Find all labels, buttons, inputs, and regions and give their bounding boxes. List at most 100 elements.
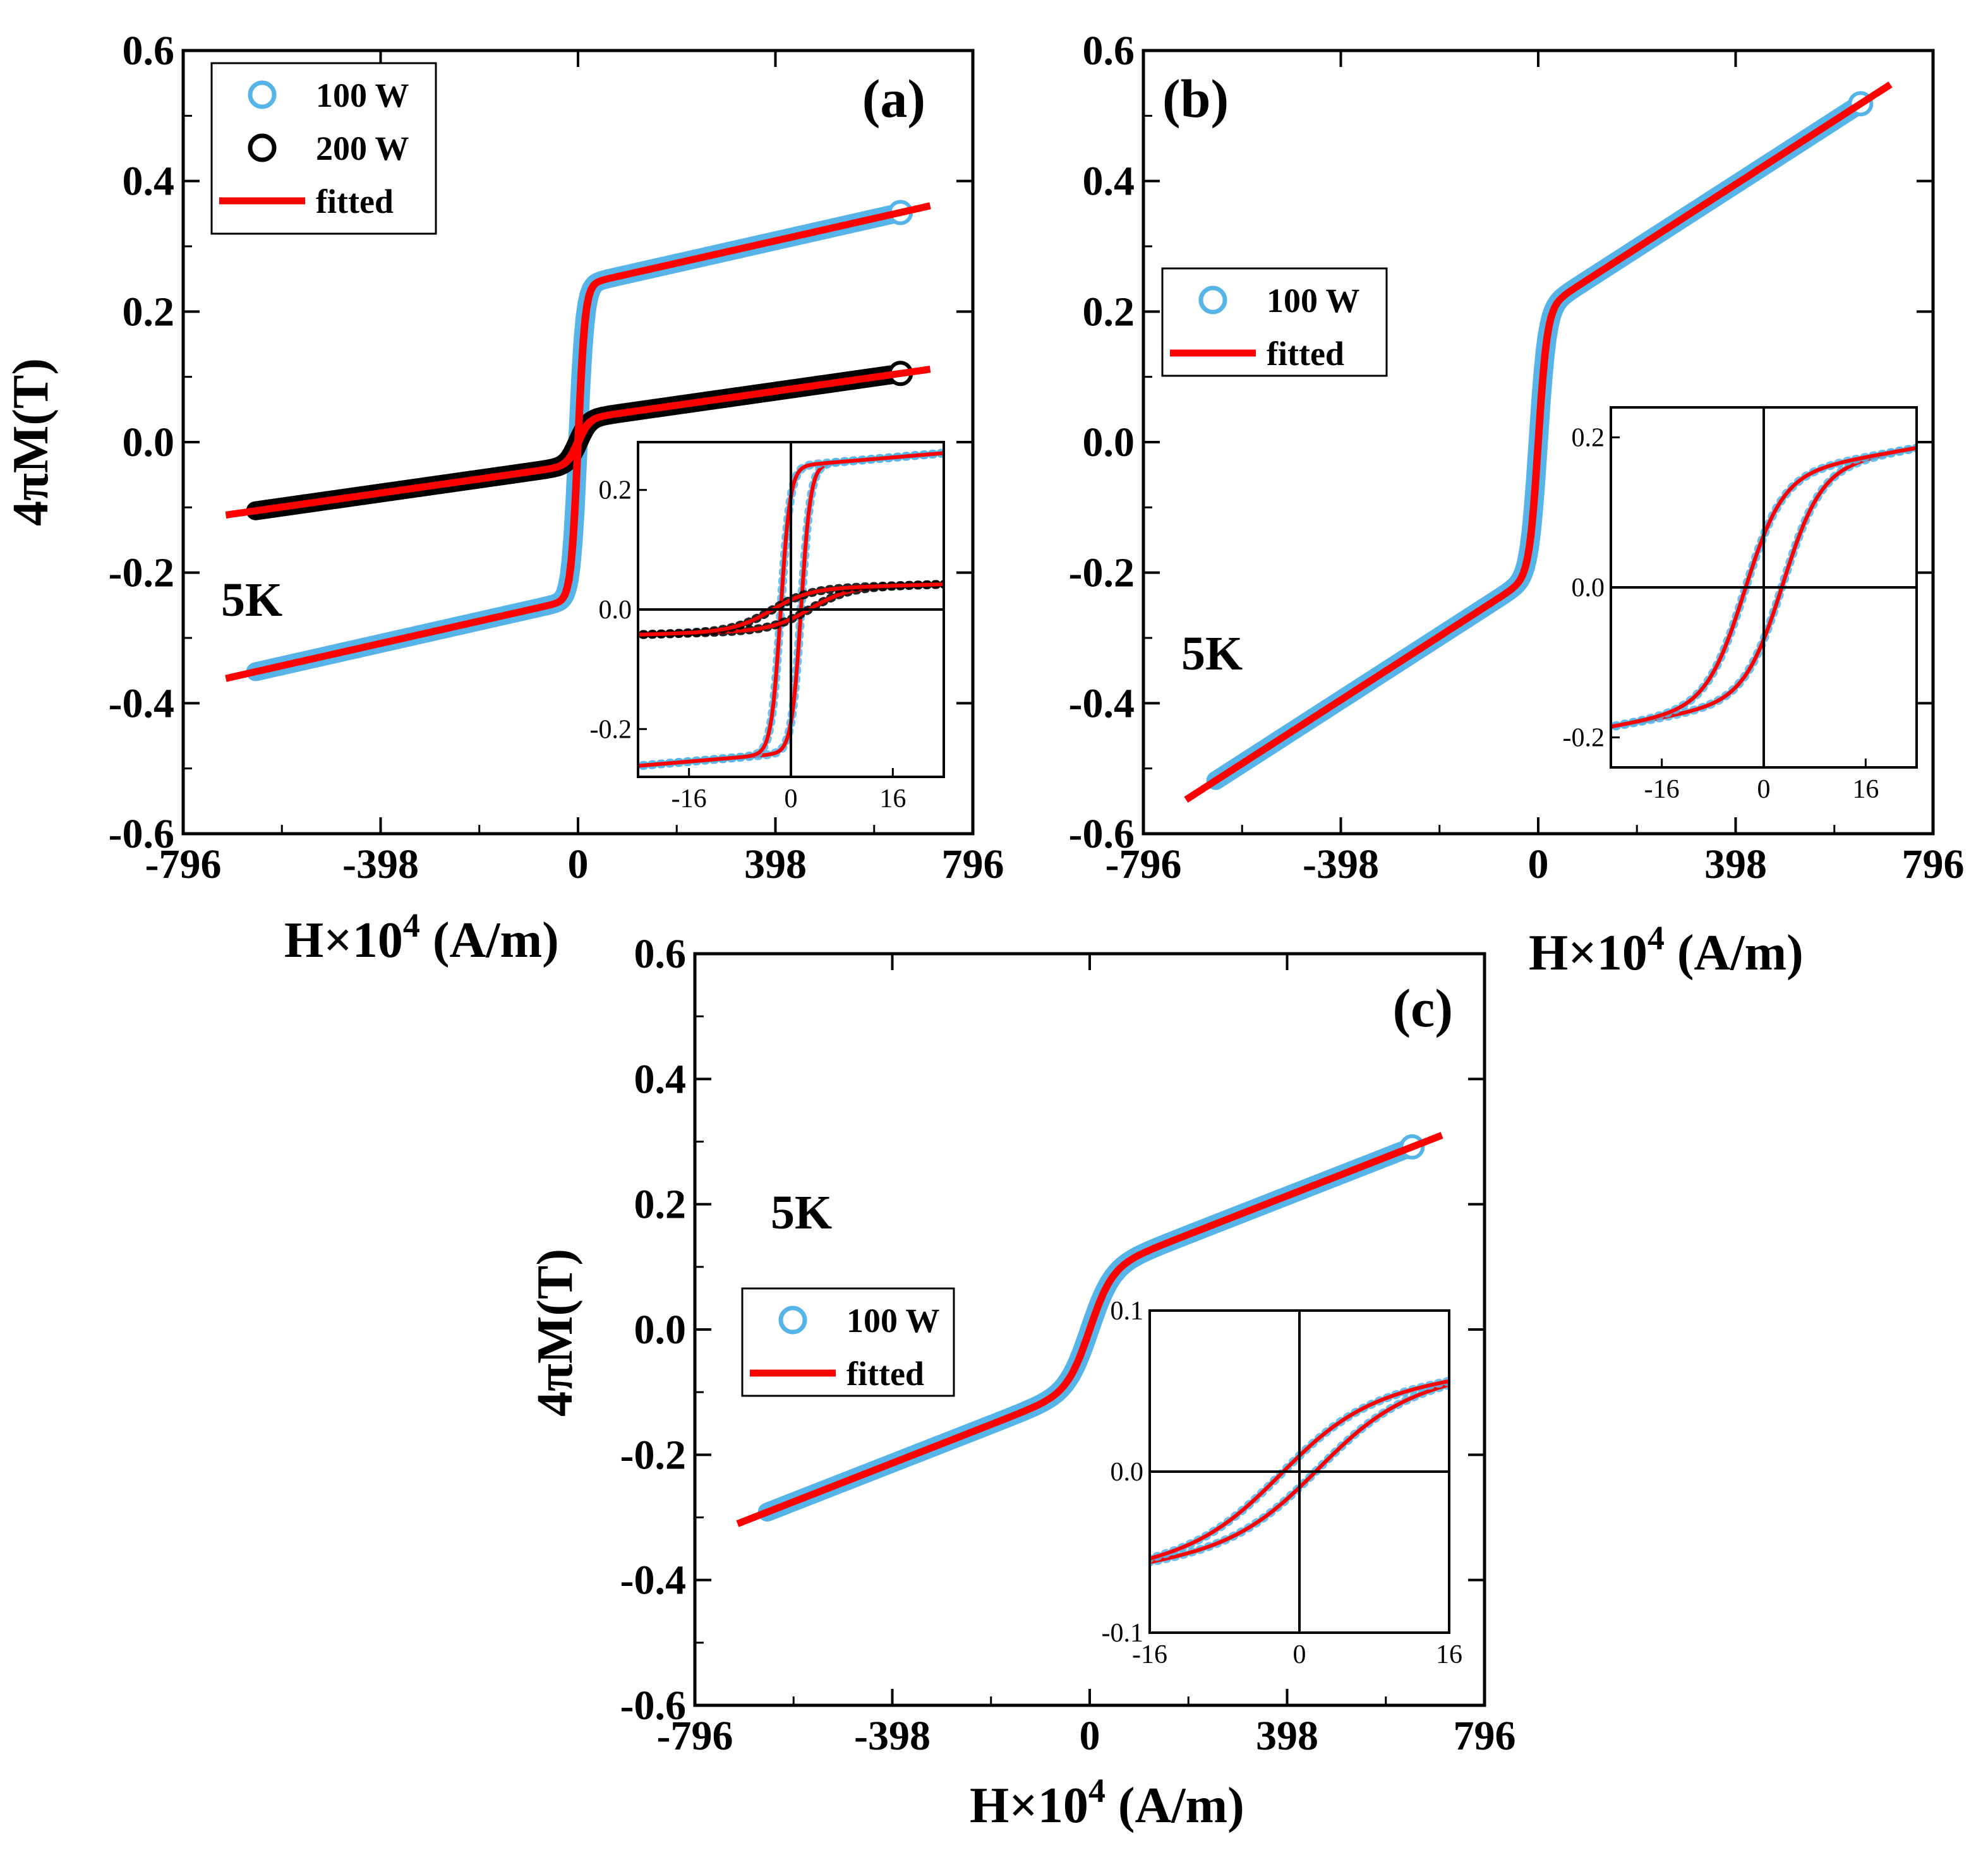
inset-x-tick-label: 16 [879, 784, 906, 813]
x-axis-title: H×104 (A/m) [970, 1772, 1244, 1834]
chart-panel-b: -796 -398 0 398 796 0.6 0.4 0.2 0.0 -0.2 -0.4 -0.6 -… [1069, 28, 1965, 981]
inset-x-tick-label: 0 [1293, 1640, 1306, 1669]
temperature-label: 5K [221, 573, 282, 627]
x-tick-label: -398 [1303, 841, 1379, 887]
y-axis-title: 4πM(T) [527, 1249, 583, 1417]
legend: 100 W fitted [741, 1287, 955, 1397]
y-tick-label: 0.2 [123, 289, 175, 335]
legend-label: 200 W [316, 129, 409, 167]
x-axis-title-unit: (A/m) [420, 913, 559, 968]
y-tick-label: 0.2 [1083, 289, 1135, 335]
y-tick-label: -0.4 [1069, 680, 1135, 726]
panel-label: (b) [1162, 68, 1229, 129]
y-tick-label: 0.4 [1083, 159, 1135, 205]
inset-x-tick-label: -16 [1644, 775, 1680, 804]
x-tick-label: 398 [744, 841, 807, 887]
legend: 100 W fitted [1161, 267, 1388, 377]
legend-marker-circle [248, 80, 277, 109]
y-tick-label: 0.6 [1083, 28, 1135, 74]
x-tick-label: 796 [942, 841, 1004, 887]
y-tick-label: 0.0 [1083, 419, 1135, 465]
x-axis-title: H×104 (A/m) [284, 906, 559, 968]
y-tick-label: 0.2 [634, 1182, 687, 1228]
y-tick-label: -0.2 [109, 550, 174, 596]
inset-y-tick-label: 0.0 [1111, 1458, 1144, 1487]
fitted-curve [736, 1132, 1443, 1527]
legend-marker-circle [248, 133, 277, 162]
x-tick-label: 796 [1454, 1713, 1516, 1759]
x-axis-title-exponent: 4 [1088, 1772, 1105, 1810]
x-axis-title-main: H×10 [284, 913, 403, 968]
y-tick-label: 0.6 [123, 28, 175, 74]
x-tick-label: 0 [1528, 841, 1549, 887]
inset-y-tick-label: -0.2 [590, 715, 632, 744]
legend-label: fitted [316, 183, 394, 220]
fitted-curve [225, 366, 931, 519]
x-axis-title-exponent: 4 [403, 906, 420, 944]
x-axis-title-main: H×10 [1529, 925, 1648, 981]
chart-panel-a: -796 -398 0 398 796 0.6 0.4 0.2 0.0 -0.2 -0.4 -0.6 -… [3, 28, 1004, 968]
legend-marker-circle [1198, 285, 1227, 315]
x-tick-label: 0 [568, 841, 589, 887]
x-tick-label: -398 [342, 841, 419, 887]
x-tick-label: -796 [1105, 841, 1182, 887]
inset-x-tick-label: -16 [1132, 1640, 1167, 1669]
x-axis-title-unit: (A/m) [1665, 925, 1804, 981]
x-tick-label: 398 [1704, 841, 1767, 887]
inset-y-tick-label: 0.2 [1572, 424, 1605, 453]
x-tick-label: -796 [657, 1713, 733, 1759]
y-tick-label: -0.6 [109, 811, 174, 857]
y-tick-label: 0.4 [123, 159, 175, 205]
inset-plot: -16 0 16 0.2 0.0 -0.2 [1563, 406, 1918, 804]
inset-y-tick-label: -0.2 [1563, 724, 1605, 753]
inset-x-tick-label: 16 [1436, 1640, 1462, 1669]
x-axis-title-exponent: 4 [1648, 919, 1665, 957]
x-axis-title-unit: (A/m) [1105, 1778, 1244, 1834]
fitted-curve [1184, 81, 1893, 803]
y-tick-label: 0.6 [634, 931, 687, 977]
x-tick-label: 796 [1902, 841, 1965, 887]
y-tick-label: -0.6 [1069, 811, 1135, 857]
legend-label: fitted [1267, 335, 1344, 373]
legend-label: fitted [846, 1355, 924, 1393]
temperature-label: 5K [771, 1186, 832, 1239]
y-tick-label: 0.4 [634, 1056, 687, 1102]
plot-frame [693, 952, 1486, 1707]
x-tick-label: 0 [1080, 1713, 1100, 1759]
x-tick-label: -398 [854, 1713, 931, 1759]
inset-plot: -16 0 16 0.1 0.0 -0.1 [1102, 1297, 1463, 1669]
y-tick-label: -0.6 [620, 1683, 686, 1729]
inset-x-tick-label: 0 [1757, 775, 1771, 804]
y-tick-label: 0.0 [123, 419, 175, 465]
inset-y-tick-label: 0.0 [599, 596, 632, 625]
inset-x-tick-label: 16 [1852, 775, 1879, 804]
chart-panel-c: -796 -398 0 398 796 0.6 0.4 0.2 0.0 -0.2 -0.4 -0.6 -… [527, 931, 1516, 1834]
y-tick-label: -0.2 [620, 1432, 686, 1478]
plot-frame [181, 49, 975, 836]
legend-label: 100 W [1267, 282, 1360, 320]
y-tick-label: -0.4 [620, 1558, 686, 1604]
y-tick-label: -0.4 [109, 680, 174, 726]
legend-box [741, 1287, 955, 1397]
inset-y-tick-label: -0.1 [1102, 1619, 1144, 1648]
x-tick-label: 398 [1256, 1713, 1318, 1759]
inset-y-tick-label: 0.0 [1572, 573, 1605, 603]
plot-frame [1142, 49, 1935, 836]
panel-label: (c) [1393, 978, 1453, 1038]
y-axis-title: 4πM(T) [3, 358, 59, 526]
legend-label: 100 W [846, 1302, 940, 1340]
x-tick-label: -796 [145, 841, 222, 887]
temperature-label: 5K [1181, 627, 1243, 680]
legend-box [1161, 267, 1388, 377]
legend: 100 W 200 W fitted [210, 62, 437, 235]
inset-y-tick-label: 0.1 [1111, 1297, 1144, 1326]
x-axis-title-main: H×10 [970, 1778, 1088, 1834]
panel-label: (a) [862, 68, 925, 129]
inset-x-tick-label: 0 [785, 784, 798, 813]
legend-marker-circle [778, 1306, 807, 1335]
y-tick-label: 0.0 [634, 1307, 687, 1353]
inset-y-tick-label: 0.2 [599, 476, 632, 505]
x-axis-title: H×104 (A/m) [1529, 919, 1804, 981]
inset-x-tick-label: -16 [672, 784, 707, 813]
